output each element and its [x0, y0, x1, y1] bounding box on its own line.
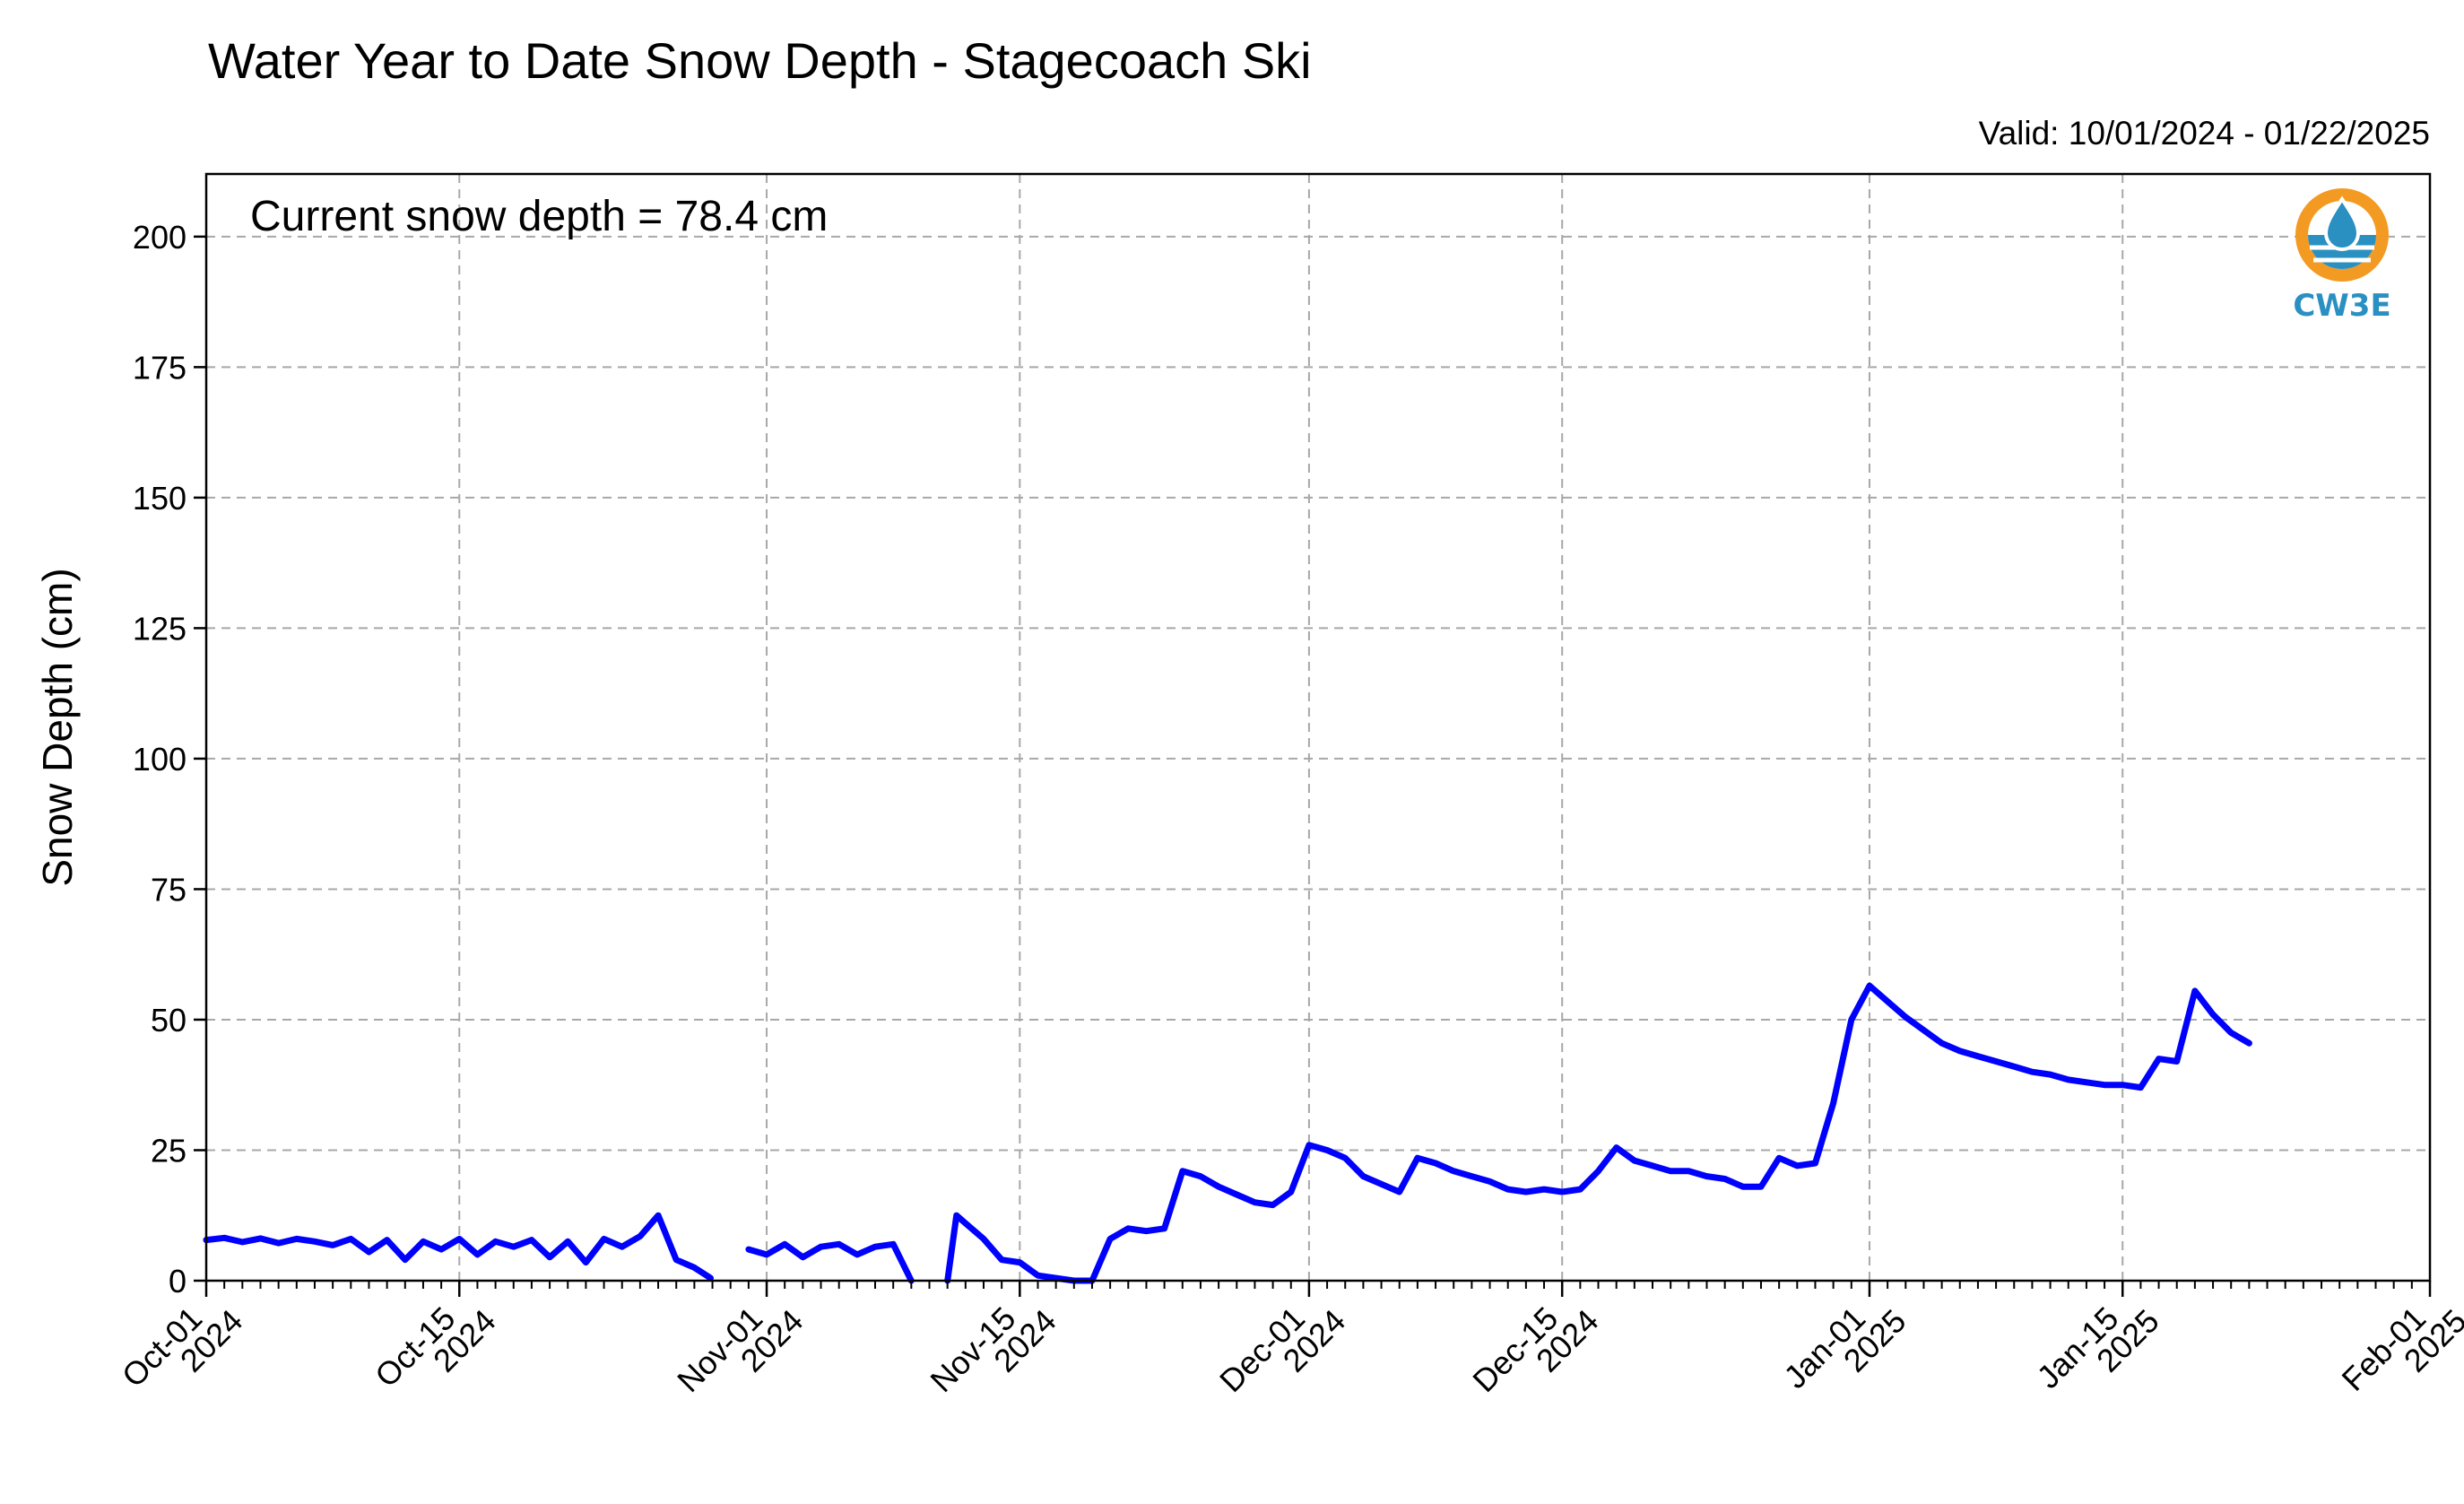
plot-frame	[204, 172, 2432, 1282]
y-tick-label: 0	[169, 1263, 187, 1300]
snow-depth-line-segment	[203, 1212, 714, 1282]
snow-depth-line-segment	[745, 1240, 915, 1284]
y-tick-label: 150	[133, 480, 187, 517]
y-tick-label: 200	[133, 219, 187, 256]
y-axis-label: Snow Depth (cm)	[34, 568, 81, 886]
grid-layer	[206, 174, 2430, 1281]
y-tick-label: 175	[133, 349, 187, 386]
chart-title: Water Year to Date Snow Depth - Stagecoa…	[208, 32, 1312, 89]
y-tick-label: 50	[151, 1002, 187, 1039]
snow-depth-line-segment	[944, 982, 2252, 1284]
cw3e-logo-text: CW3E	[2293, 288, 2390, 324]
valid-date-range: Valid: 10/01/2024 - 01/22/2025	[1979, 115, 2430, 152]
y-tick-label: 75	[151, 871, 187, 908]
y-tick-label: 25	[151, 1132, 187, 1169]
y-tick-label: 125	[133, 610, 187, 647]
water-drop-logo-icon	[2295, 188, 2389, 282]
cw3e-logo: CW3E	[2293, 188, 2391, 324]
data-line-layer	[203, 982, 2252, 1284]
current-depth-annotation: Current snow depth = 78.4 cm	[250, 193, 828, 240]
y-tick-label: 100	[133, 741, 187, 778]
